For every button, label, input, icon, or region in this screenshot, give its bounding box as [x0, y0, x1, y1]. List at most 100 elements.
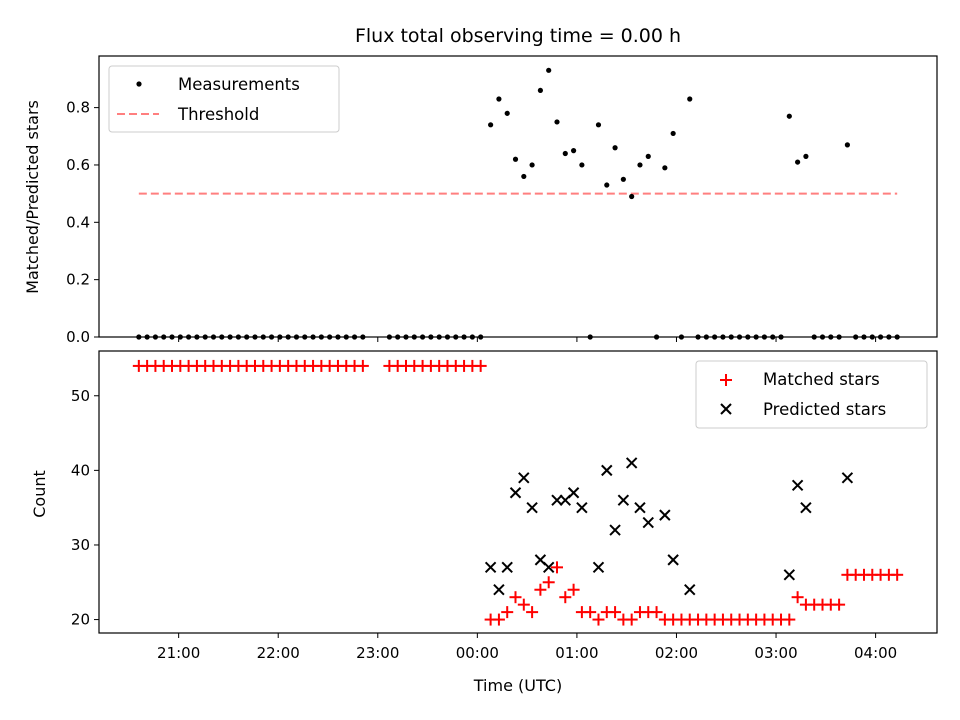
- legend-measurements-label: Measurements: [178, 75, 300, 94]
- measurement-point: [537, 87, 544, 94]
- matched-star-point: [584, 606, 597, 619]
- top-y-tick-label: 0.4: [66, 213, 90, 231]
- top-chart-title: Flux total observing time = 0.00 h: [355, 25, 681, 47]
- matched-star-point: [609, 606, 622, 619]
- bottom-x-axis-label: Time (UTC): [473, 676, 562, 695]
- bottom-x-tick-label: 04:00: [854, 644, 897, 662]
- measurement-point: [496, 96, 502, 102]
- bottom-x-tick-label: 01:00: [555, 644, 598, 662]
- legend-matched-marker: [720, 374, 732, 386]
- predicted-star-point: [617, 494, 630, 506]
- top-y-tick-label: 0.6: [66, 156, 90, 174]
- matched-star-point: [534, 583, 547, 596]
- matched-star-point: [791, 591, 804, 604]
- predicted-star-point: [576, 501, 588, 514]
- measurement-point: [512, 156, 519, 162]
- matched-star-point: [542, 576, 555, 589]
- measurement-point: [844, 142, 850, 148]
- bottom-y-axis-label: Count: [30, 470, 49, 518]
- top-y-axis-label: Matched/Predicted stars: [23, 100, 42, 294]
- top-legend-box: [108, 65, 340, 133]
- bottom-x-tick-label: 00:00: [456, 644, 499, 662]
- matched-star-point: [501, 606, 514, 619]
- legend-matched-label: Matched stars: [763, 370, 880, 389]
- top-plot-frame: [98, 55, 938, 338]
- top-y-tick-label: 0.0: [66, 328, 90, 346]
- measurement-point: [504, 110, 510, 116]
- bottom-data-layer: [132, 359, 904, 626]
- bottom-y-tick-label: 20: [71, 611, 90, 629]
- bottom-x-tick-label: 23:00: [356, 644, 399, 662]
- predicted-star-point: [567, 487, 580, 499]
- matched-star-point: [517, 598, 530, 611]
- predicted-star-point: [484, 561, 497, 574]
- top-data-layer: [136, 67, 900, 340]
- matched-star-point: [833, 598, 846, 611]
- bottom-plot-frame: [98, 350, 938, 634]
- predicted-star-point: [518, 472, 530, 484]
- measurement-point: [554, 119, 560, 125]
- predicted-star-point: [609, 524, 621, 536]
- matched-star-point: [356, 359, 369, 372]
- measurement-point: [604, 182, 610, 188]
- measurement-point: [687, 96, 693, 102]
- measurement-point: [637, 162, 643, 168]
- legend-predicted-label: Predicted stars: [763, 400, 886, 419]
- matched-star-point: [559, 591, 572, 604]
- predicted-star-point: [841, 472, 854, 484]
- predicted-star-point: [659, 509, 671, 521]
- measurement-point: [529, 162, 535, 168]
- bottom-y-tick-label: 50: [71, 387, 90, 405]
- matched-star-point: [650, 606, 663, 619]
- matched-star-point: [474, 359, 487, 372]
- matched-star-point: [783, 613, 796, 626]
- measurement-point: [670, 130, 676, 137]
- top-legend: Measurements Threshold: [108, 65, 340, 133]
- measurement-point: [645, 153, 651, 159]
- top-y-ticks: 0.0 0.2 0.4 0.6 0.8: [66, 99, 99, 346]
- top-y-tick-label: 0.2: [66, 271, 90, 289]
- measurement-point: [620, 176, 626, 182]
- predicted-star-point: [601, 464, 613, 477]
- measurement-point: [595, 122, 602, 128]
- measurement-point: [521, 173, 527, 180]
- predicted-star-point: [642, 516, 654, 529]
- predicted-star-point: [667, 554, 679, 566]
- bottom-x-tick-label: 22:00: [257, 644, 300, 662]
- predicted-star-point: [625, 457, 638, 469]
- matched-star-point: [567, 583, 580, 596]
- predicted-star-point: [551, 494, 563, 506]
- predicted-star-point: [800, 501, 812, 514]
- bottom-y-tick-label: 30: [71, 536, 90, 554]
- bottom-y-ticks: 20 30 40 50: [71, 387, 99, 629]
- bottom-legend: Matched stars Predicted stars: [695, 360, 928, 429]
- bottom-x-ticks: 21:00 22:00 23:00 00:00 01:00 02:00 03:00 04:00: [157, 633, 897, 662]
- measurement-point: [546, 67, 552, 73]
- matched-star-point: [625, 613, 638, 626]
- matched-star-point: [492, 613, 505, 626]
- measurement-point: [803, 153, 809, 159]
- predicted-star-point: [684, 584, 696, 596]
- legend-measurements-marker: [136, 81, 142, 87]
- matched-star-point: [891, 568, 904, 581]
- measurement-point: [795, 159, 801, 165]
- top-y-tick-label: 0.8: [66, 99, 90, 117]
- top-plot: 0.00.20.40.60.8 Matched/Predicted stars …: [23, 55, 938, 346]
- bottom-plot: 20 30 40 50 21:00 22:00 23:00 00:00 01:00 02:00 0…: [30, 350, 938, 695]
- matched-star-point: [592, 613, 605, 626]
- measurement-point: [570, 148, 577, 154]
- predicted-star-point: [501, 561, 513, 574]
- predicted-star-point: [634, 501, 646, 514]
- predicted-star-point: [526, 501, 538, 514]
- legend-predicted-marker: [720, 403, 732, 415]
- predicted-star-point: [509, 487, 522, 499]
- matched-star-point: [550, 561, 563, 574]
- predicted-star-point: [791, 479, 804, 491]
- measurement-point: [488, 122, 494, 128]
- matched-star-point: [526, 606, 539, 619]
- bottom-x-tick-label: 03:00: [754, 644, 797, 662]
- measurement-point: [662, 165, 668, 171]
- bottom-legend-box: [695, 360, 928, 429]
- top-x-ticks: [178, 337, 877, 342]
